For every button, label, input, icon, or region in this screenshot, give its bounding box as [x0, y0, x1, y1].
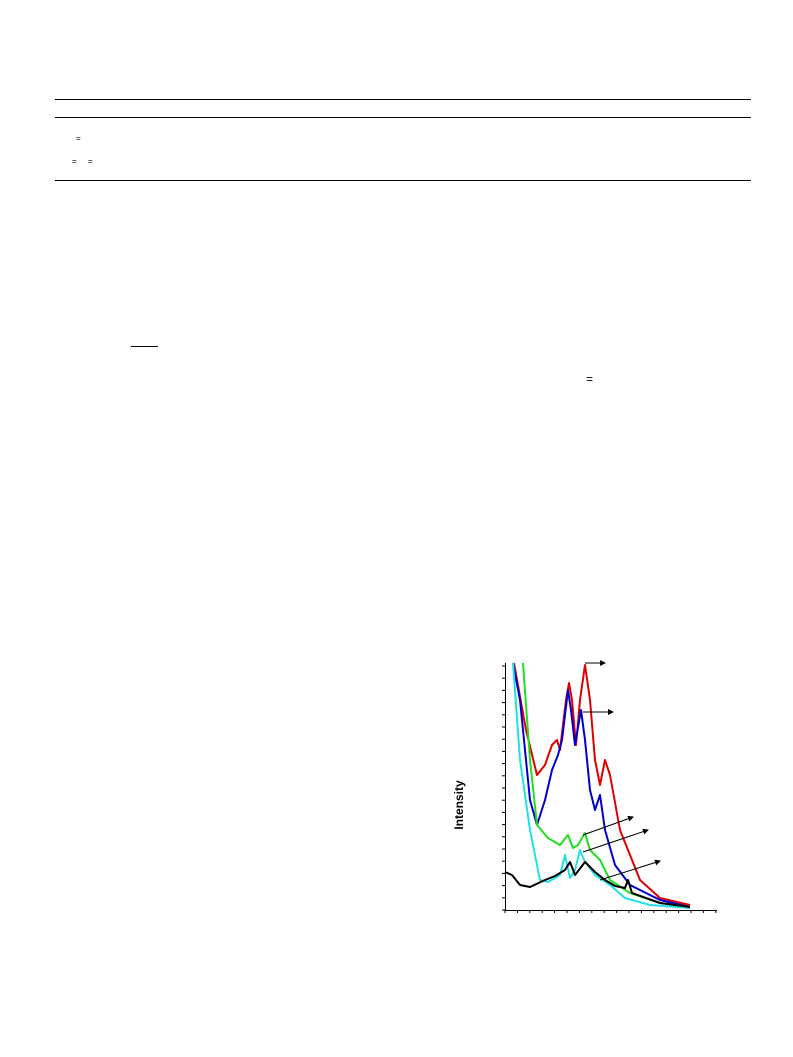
figure: Intensity	[452, 660, 717, 913]
table-cell: =	[72, 157, 77, 166]
curve	[504, 861, 691, 908]
equation-sign: =	[586, 372, 593, 386]
ticks	[502, 665, 717, 913]
arrows	[582, 660, 661, 881]
curve	[512, 662, 691, 908]
arrow	[582, 828, 649, 853]
y-axis-label: Intensity	[452, 780, 466, 830]
table-cell: =	[88, 157, 93, 166]
curve	[513, 662, 691, 906]
curve	[512, 662, 691, 909]
arrow	[599, 859, 661, 881]
arrow	[582, 815, 634, 836]
table-cell: =	[76, 134, 81, 143]
